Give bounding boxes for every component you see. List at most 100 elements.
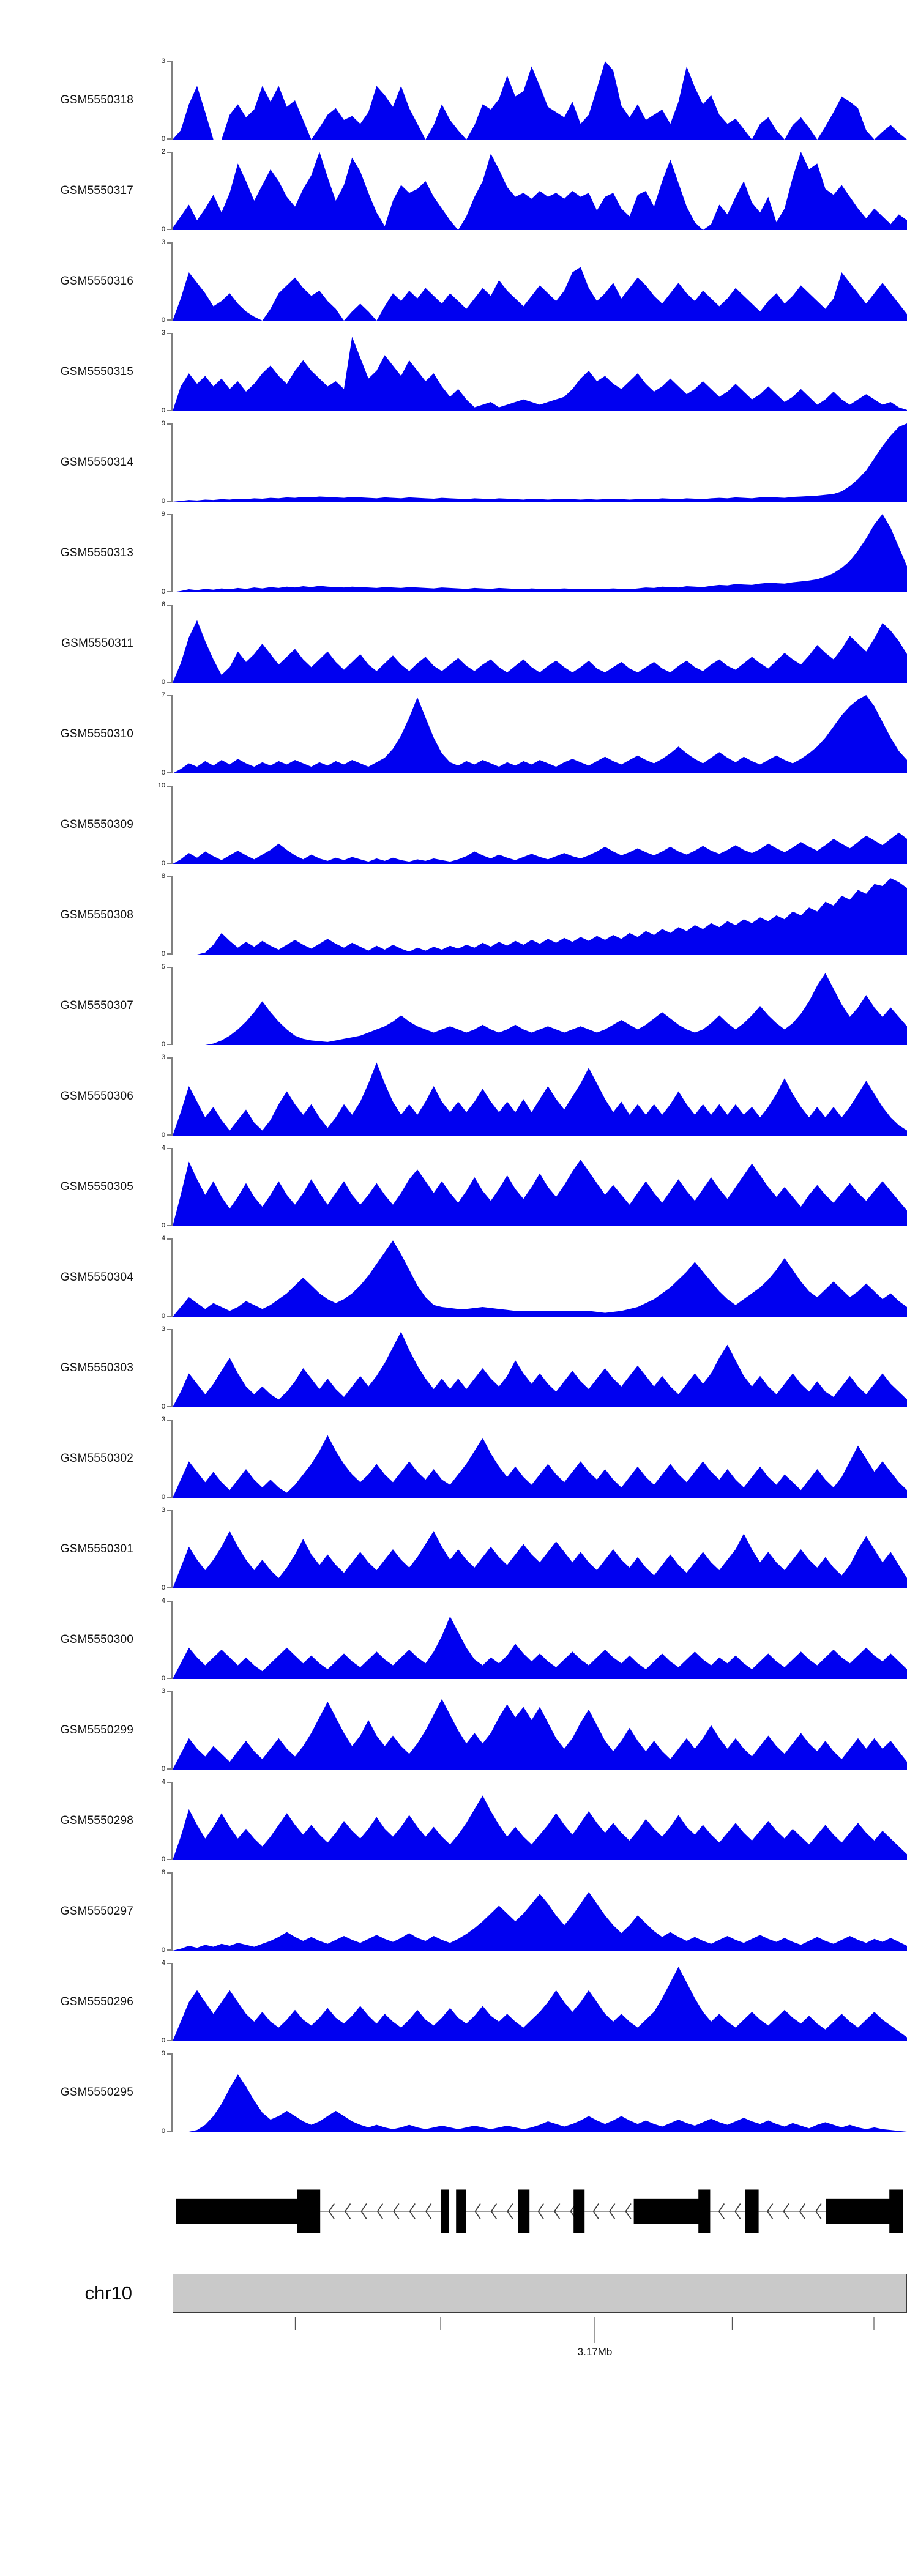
coverage-area-plot[interactable] bbox=[173, 2053, 907, 2132]
coverage-area-plot[interactable] bbox=[173, 1510, 907, 1588]
coverage-area-plot[interactable] bbox=[173, 1148, 907, 1226]
axis-tick-min bbox=[167, 1406, 173, 1407]
coverage-area-plot[interactable] bbox=[173, 1238, 907, 1317]
axis-max-value: 4 bbox=[161, 1235, 165, 1242]
coverage-area-plot[interactable] bbox=[173, 786, 907, 864]
track-label: GSM5550315 bbox=[60, 365, 133, 378]
axis-max-value: 3 bbox=[161, 1325, 165, 1333]
strand-arrow-icon bbox=[734, 2203, 741, 2219]
track-label: GSM5550316 bbox=[60, 275, 133, 288]
axis-tick-max bbox=[167, 242, 173, 244]
axis-max-value: 4 bbox=[161, 1144, 165, 1152]
strand-arrow-icon bbox=[474, 2203, 481, 2219]
coverage-track[interactable]: GSM5550300 4 0 bbox=[0, 1598, 918, 1691]
coverage-area-plot[interactable] bbox=[173, 1872, 907, 1951]
axis-line bbox=[171, 514, 173, 592]
axis-max-value: 9 bbox=[161, 420, 165, 427]
axis-tick-min bbox=[167, 229, 173, 230]
exon-utr-block bbox=[176, 2198, 308, 2224]
coverage-area-plot[interactable] bbox=[173, 1691, 907, 1770]
coverage-area-plot[interactable] bbox=[173, 514, 907, 592]
coverage-track[interactable]: GSM5550296 4 0 bbox=[0, 1959, 918, 2053]
axis-max-value: 4 bbox=[161, 1959, 165, 1967]
axis-min-value: 0 bbox=[161, 135, 165, 143]
coverage-area-plot[interactable] bbox=[173, 1329, 907, 1407]
axis-tick-min bbox=[167, 1678, 173, 1679]
axis-line bbox=[171, 786, 173, 864]
exon-cds-block bbox=[698, 2189, 711, 2233]
track-label: GSM5550308 bbox=[60, 909, 133, 921]
track-label: GSM5550303 bbox=[60, 1361, 133, 1374]
axis-line bbox=[171, 333, 173, 411]
strand-arrow-icon bbox=[625, 2203, 632, 2219]
coverage-track[interactable]: GSM5550305 4 0 bbox=[0, 1144, 918, 1238]
coverage-track[interactable]: GSM5550306 3 0 bbox=[0, 1054, 918, 1148]
coverage-area-plot[interactable] bbox=[173, 242, 907, 321]
strand-arrow-icon bbox=[328, 2203, 335, 2219]
coverage-track[interactable]: GSM5550303 3 0 bbox=[0, 1325, 918, 1420]
axis-line bbox=[171, 1691, 173, 1770]
coverage-area-plot[interactable] bbox=[173, 695, 907, 773]
coverage-area-plot[interactable] bbox=[173, 423, 907, 502]
track-label: GSM5550306 bbox=[60, 1090, 133, 1103]
coverage-track[interactable]: GSM5550315 3 0 bbox=[0, 330, 918, 423]
axis-line bbox=[171, 605, 173, 683]
axis-tick-min bbox=[167, 319, 173, 321]
strand-arrow-icon bbox=[345, 2203, 351, 2219]
coverage-area-plot[interactable] bbox=[173, 61, 907, 140]
coverage-area-plot[interactable] bbox=[173, 1601, 907, 1679]
coverage-track[interactable]: GSM5550316 3 0 bbox=[0, 239, 918, 333]
coverage-area-plot[interactable] bbox=[173, 605, 907, 683]
axis-tick-max bbox=[167, 1601, 173, 1602]
coverage-area-plot[interactable] bbox=[173, 967, 907, 1045]
axis-tick-max bbox=[167, 1510, 173, 1511]
coverage-area-plot[interactable] bbox=[173, 1782, 907, 1860]
axis-tick-min bbox=[167, 953, 173, 955]
track-label: GSM5550295 bbox=[60, 2086, 133, 2099]
coverage-track[interactable]: GSM5550299 3 0 bbox=[0, 1688, 918, 1782]
track-label: GSM5550304 bbox=[60, 1271, 133, 1284]
strand-arrow-icon bbox=[393, 2203, 400, 2219]
axis-min-value: 0 bbox=[161, 2127, 165, 2135]
coverage-track[interactable]: GSM5550298 4 0 bbox=[0, 1779, 918, 1872]
coverage-track[interactable]: GSM5550309 10 0 bbox=[0, 783, 918, 876]
coverage-track[interactable]: GSM5550295 9 0 bbox=[0, 2050, 918, 2144]
coverage-track[interactable]: GSM5550301 3 0 bbox=[0, 1507, 918, 1601]
coverage-track[interactable]: GSM5550317 2 0 bbox=[0, 148, 918, 242]
track-label: GSM5550299 bbox=[60, 1724, 133, 1737]
coverage-track[interactable]: GSM5550318 3 0 bbox=[0, 58, 918, 152]
track-label: GSM5550296 bbox=[60, 1995, 133, 2008]
axis-min-value: 0 bbox=[161, 1494, 165, 1501]
coverage-area-plot[interactable] bbox=[173, 333, 907, 411]
axis-tick-max bbox=[167, 1148, 173, 1149]
axis-min-value: 0 bbox=[161, 1675, 165, 1682]
exon-cds-block bbox=[297, 2189, 321, 2233]
coverage-track[interactable]: GSM5550311 6 0 bbox=[0, 601, 918, 695]
coverage-track[interactable]: GSM5550308 8 0 bbox=[0, 873, 918, 967]
axis-line bbox=[171, 1601, 173, 1679]
track-label: GSM5550300 bbox=[60, 1633, 133, 1646]
coverage-track[interactable]: GSM5550310 7 0 bbox=[0, 692, 918, 786]
coverage-area-plot[interactable] bbox=[173, 876, 907, 955]
coverage-area-plot[interactable] bbox=[173, 1057, 907, 1136]
coverage-area-plot[interactable] bbox=[173, 1963, 907, 2041]
coverage-area-plot[interactable] bbox=[173, 152, 907, 230]
axis-max-value: 2 bbox=[161, 148, 165, 155]
coverage-track[interactable]: GSM5550304 4 0 bbox=[0, 1235, 918, 1329]
axis-tick-min bbox=[167, 1587, 173, 1588]
coverage-area-plot[interactable] bbox=[173, 1420, 907, 1498]
coverage-track[interactable]: GSM5550302 3 0 bbox=[0, 1416, 918, 1510]
coverage-track[interactable]: GSM5550314 9 0 bbox=[0, 420, 918, 514]
coverage-track[interactable]: GSM5550307 5 0 bbox=[0, 963, 918, 1057]
coverage-track[interactable]: GSM5550313 9 0 bbox=[0, 511, 918, 605]
axis-tick-min bbox=[167, 501, 173, 502]
coverage-track[interactable]: GSM5550297 8 0 bbox=[0, 1869, 918, 1963]
axis-max-value: 5 bbox=[161, 963, 165, 970]
